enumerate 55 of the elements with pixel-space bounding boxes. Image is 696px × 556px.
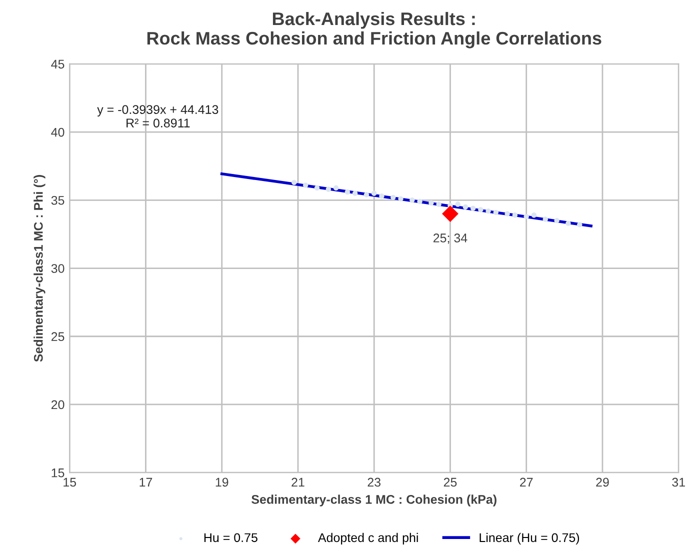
point [554, 218, 560, 224]
point [566, 220, 571, 226]
point [512, 212, 518, 218]
data-label: 25; 34 [433, 234, 468, 244]
y-tick-label: 20 [51, 400, 64, 410]
point [442, 206, 458, 222]
point [372, 190, 377, 196]
point [292, 180, 297, 186]
y-tick-label: 30 [51, 264, 64, 273]
point [436, 202, 442, 207]
point [344, 189, 350, 195]
x-tick-label: 19 [216, 478, 228, 487]
point [352, 190, 358, 196]
point [314, 185, 320, 190]
y-tick-label: 40 [51, 128, 64, 137]
annotation: y = -0.3939x + 44.413 R² = 0.8911 [97, 105, 218, 128]
point [531, 212, 537, 218]
x-tick-label: 17 [140, 478, 152, 487]
point [364, 192, 370, 198]
point [390, 194, 396, 200]
y-axis-title: Sedimentary-class1 MC : Phi (°) [34, 175, 46, 362]
point [428, 200, 434, 206]
x-axis-title: Sedimentary-class 1 MC : Cohesion (kPa) [252, 494, 496, 506]
x-tick-label: 21 [292, 478, 304, 487]
y-tick-label: 25 [51, 332, 64, 342]
point [493, 210, 498, 216]
x-tick-label: 15 [64, 478, 76, 487]
legend-label: Adopted c and phi [318, 532, 418, 545]
point [410, 198, 415, 203]
x-tick-label: 31 [672, 478, 685, 487]
x-tick-label: 25 [444, 478, 457, 487]
point [577, 222, 582, 228]
point [542, 216, 548, 222]
point [524, 214, 529, 220]
legend-label: Linear (Hu = 0.75) [480, 532, 580, 545]
point [486, 208, 491, 214]
point [504, 211, 510, 216]
y-tick-label: 35 [51, 196, 64, 205]
point [333, 185, 339, 190]
point [478, 207, 484, 212]
point [326, 186, 332, 192]
point [379, 193, 384, 199]
y-tick-label: 45 [51, 60, 64, 69]
point [398, 196, 404, 202]
legend-label: Hu = 0.75 [204, 533, 258, 542]
point [417, 198, 422, 204]
point [302, 182, 308, 188]
y-tick-label: 15 [52, 468, 64, 478]
point [470, 206, 476, 211]
x-tick-label: 27 [520, 478, 533, 487]
point [455, 202, 460, 207]
x-tick-label: 23 [368, 478, 381, 487]
x-tick-label: 29 [596, 478, 609, 487]
chart-title: Back-Analysis Results : Rock Mass Cohesion and Friction Angle Correlations [147, 12, 602, 48]
point [462, 204, 468, 210]
